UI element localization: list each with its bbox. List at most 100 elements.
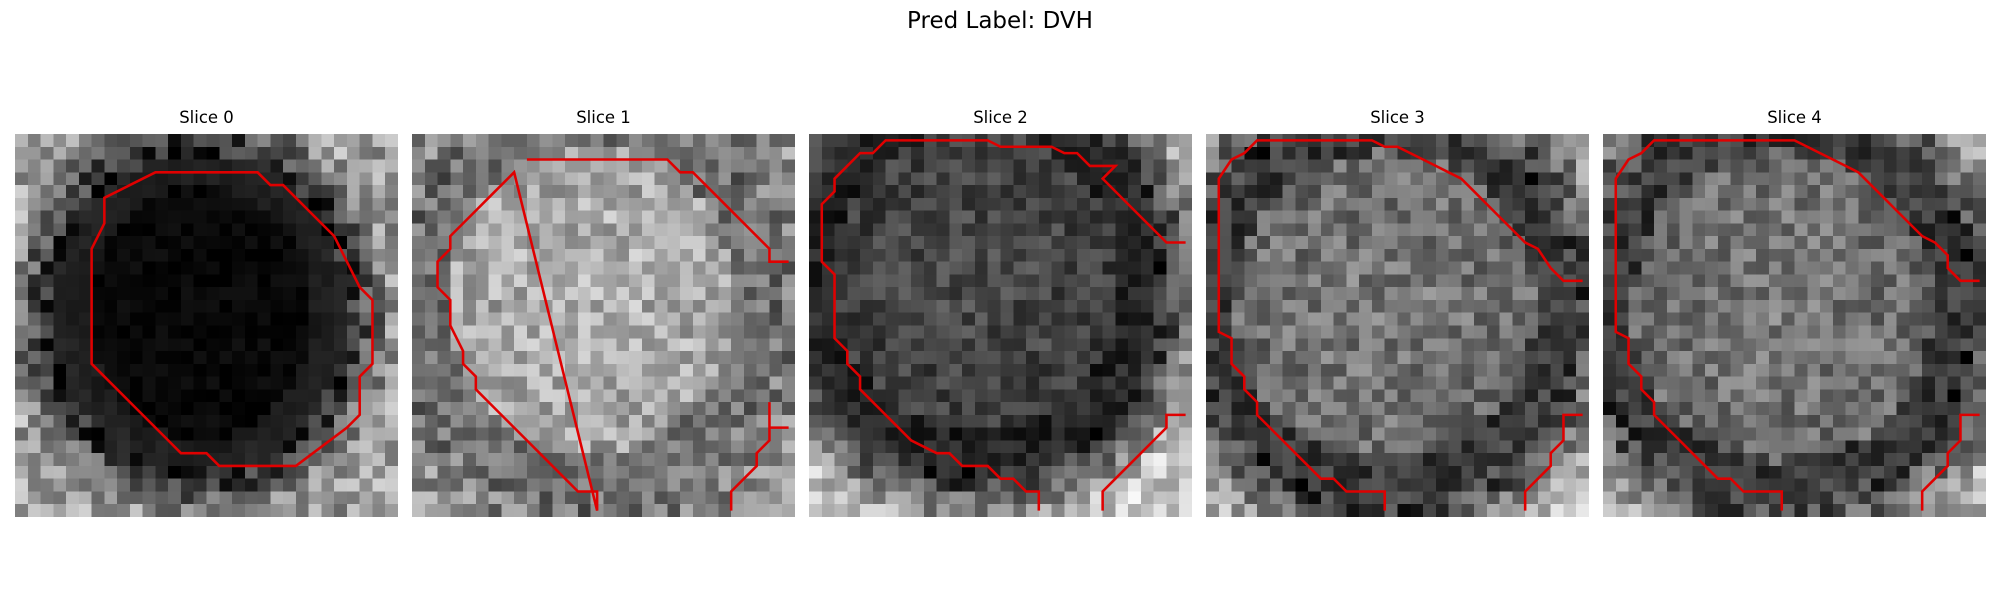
pixel — [1448, 146, 1462, 160]
pixel — [834, 185, 848, 199]
pixel — [667, 338, 681, 352]
pixel — [692, 427, 706, 441]
pixel — [667, 261, 681, 275]
pixel — [809, 491, 823, 505]
pixel — [40, 491, 54, 505]
pixel — [565, 363, 579, 377]
slice-panel-0: Slice 0 — [15, 108, 398, 518]
pixel — [1768, 312, 1782, 326]
pixel — [1947, 172, 1961, 186]
pixel — [1705, 389, 1719, 403]
pixel — [1525, 299, 1539, 313]
pixel — [257, 504, 271, 517]
pixel — [219, 312, 233, 326]
pixel — [1153, 248, 1167, 262]
pixel — [911, 159, 925, 173]
pixel — [1603, 402, 1617, 416]
pixel — [501, 478, 515, 492]
pixel — [1102, 210, 1116, 224]
pixel — [1295, 146, 1309, 160]
pixel — [1308, 491, 1322, 505]
pixel — [27, 159, 41, 173]
pixel — [1909, 274, 1923, 288]
pixel — [1257, 465, 1271, 479]
pixel — [1537, 338, 1551, 352]
pixel — [270, 287, 284, 301]
pixel — [1871, 440, 1885, 454]
pixel — [1641, 414, 1655, 428]
pixel — [1692, 185, 1706, 199]
pixel — [206, 504, 220, 517]
pixel — [1820, 376, 1834, 390]
pixel — [1179, 427, 1192, 441]
pixel — [1128, 274, 1142, 288]
pixel — [66, 248, 80, 262]
pixel — [1730, 491, 1744, 505]
pixel — [1666, 478, 1680, 492]
pixel — [1603, 210, 1617, 224]
pixel — [1563, 363, 1577, 377]
pixel — [1832, 351, 1846, 365]
pixel — [206, 440, 220, 454]
pixel — [1934, 402, 1948, 416]
pixel — [385, 236, 398, 250]
pixel — [78, 325, 92, 339]
pixel — [1410, 338, 1424, 352]
pixel — [40, 478, 54, 492]
pixel — [1832, 312, 1846, 326]
pixel — [1768, 478, 1782, 492]
pixel — [1883, 453, 1897, 467]
pixel — [590, 338, 604, 352]
pixel — [142, 440, 156, 454]
pixel — [1333, 236, 1347, 250]
pixel — [1641, 146, 1655, 160]
pixel — [885, 248, 899, 262]
pixel — [1128, 376, 1142, 390]
pixel — [1794, 389, 1808, 403]
pixel — [372, 210, 386, 224]
pixel — [117, 146, 131, 160]
pixel — [743, 287, 757, 301]
pixel — [219, 453, 233, 467]
pixel — [1486, 440, 1500, 454]
pixel — [821, 172, 835, 186]
pixel — [1435, 504, 1449, 517]
pixel — [1909, 465, 1923, 479]
pixel — [270, 312, 284, 326]
pixel — [616, 185, 630, 199]
pixel — [1896, 440, 1910, 454]
pixel — [1845, 402, 1859, 416]
pixel — [718, 146, 732, 160]
pixel — [847, 440, 861, 454]
pixel — [1960, 402, 1974, 416]
pixel — [1295, 478, 1309, 492]
pixel — [769, 402, 783, 416]
pixel — [962, 146, 976, 160]
pixel — [1051, 491, 1065, 505]
pixel — [334, 261, 348, 275]
pixel — [1550, 159, 1564, 173]
pixel — [987, 299, 1001, 313]
pixel — [1730, 465, 1744, 479]
pixel — [1499, 312, 1513, 326]
pixel — [962, 248, 976, 262]
pixel — [974, 402, 988, 416]
pixel — [155, 363, 169, 377]
pixel — [1051, 172, 1065, 186]
pixel — [295, 338, 309, 352]
pixel — [1947, 299, 1961, 313]
pixel — [1871, 363, 1885, 377]
pixel — [667, 427, 681, 441]
pixel — [193, 402, 207, 416]
pixel — [1550, 223, 1564, 237]
pixel — [1525, 465, 1539, 479]
pixel — [565, 299, 579, 313]
pixel — [1934, 491, 1948, 505]
pixel — [1166, 312, 1180, 326]
pixel — [1743, 236, 1757, 250]
pixel — [1858, 478, 1872, 492]
pixel — [1410, 351, 1424, 365]
pixel — [27, 287, 41, 301]
pixel — [412, 287, 426, 301]
pixel — [872, 172, 886, 186]
